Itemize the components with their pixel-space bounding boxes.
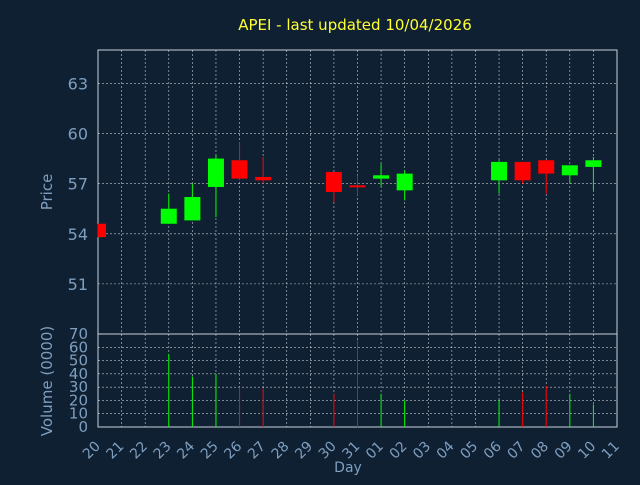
volume-tick-label: 20 — [69, 391, 88, 409]
x-tick-label: 09 — [552, 439, 576, 463]
candle-body — [160, 208, 177, 224]
volume-tick-label: 30 — [69, 378, 88, 396]
x-tick-label: 10 — [575, 439, 599, 463]
volume-tick-label: 0 — [78, 418, 88, 436]
volume-axis-label: Volume (0000) — [38, 326, 56, 436]
x-tick-label: 02 — [387, 439, 411, 463]
x-tick-label: 05 — [457, 439, 481, 463]
candle-body — [514, 161, 531, 181]
x-tick-label: 24 — [174, 438, 198, 462]
candle-body — [207, 158, 224, 187]
x-tick-label: 29 — [292, 439, 316, 463]
candle-body — [585, 160, 602, 167]
candle-body — [538, 160, 555, 174]
x-tick-label: 01 — [363, 439, 387, 463]
x-tick-label: 03 — [410, 439, 434, 463]
price-tick-label: 63 — [68, 74, 88, 93]
price-tick-label: 57 — [68, 175, 88, 194]
candle-body — [396, 173, 413, 191]
candle-body — [255, 176, 272, 181]
x-tick-label: 07 — [505, 439, 529, 463]
x-tick-label: 21 — [103, 439, 127, 463]
volume-tick-label: 10 — [69, 405, 88, 423]
x-tick-label: 22 — [127, 439, 151, 463]
candle-body — [349, 185, 366, 188]
price-axis-label: Price — [38, 174, 56, 211]
chart-title: APEI - last updated 10/04/2026 — [238, 16, 472, 34]
volume-tick-label: 60 — [69, 338, 88, 356]
x-axis-label: Day — [334, 460, 362, 476]
x-tick-label: 06 — [481, 438, 505, 462]
x-tick-label: 11 — [599, 439, 623, 463]
volume-tick-label: 70 — [69, 325, 88, 343]
x-tick-label: 08 — [528, 439, 552, 463]
candle-body — [491, 161, 508, 181]
candle-body — [325, 171, 342, 192]
x-tick-label: 27 — [245, 439, 269, 463]
candle-body — [98, 223, 106, 238]
price-tick-label: 60 — [68, 125, 88, 144]
candle-body — [561, 165, 578, 176]
x-tick-label: 20 — [80, 439, 104, 463]
candle-body — [373, 175, 390, 179]
x-tick-label: 31 — [339, 439, 363, 463]
x-tick-label: 04 — [434, 438, 458, 462]
price-tick-label: 51 — [68, 275, 88, 294]
x-tick-label: 23 — [151, 439, 175, 463]
volume-tick-label: 40 — [69, 365, 88, 383]
x-tick-label: 28 — [269, 439, 293, 463]
x-tick-label: 26 — [221, 438, 245, 462]
candle-body — [184, 197, 201, 221]
volume-tick-label: 50 — [69, 352, 88, 370]
candle-body — [231, 160, 248, 179]
x-tick-label: 30 — [316, 439, 340, 463]
x-tick-label: 25 — [198, 439, 222, 463]
price-tick-label: 54 — [68, 225, 88, 244]
